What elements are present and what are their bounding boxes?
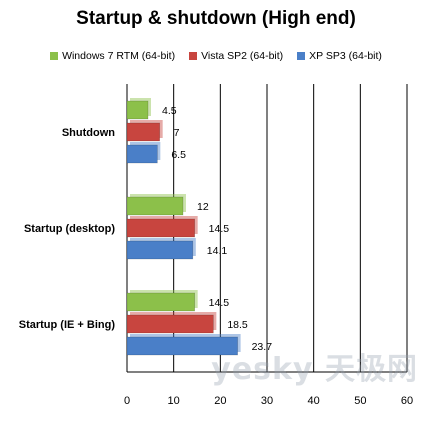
legend-swatch xyxy=(297,52,306,60)
bar xyxy=(126,196,184,216)
legend-item: XP SP3 (64-bit) xyxy=(297,50,382,62)
x-tick-label: 30 xyxy=(261,395,273,407)
bar xyxy=(126,336,238,356)
category-label: Shutdown xyxy=(62,127,115,139)
bar xyxy=(126,144,158,164)
data-label: 14.5 xyxy=(209,223,230,235)
bar xyxy=(126,122,160,142)
data-label: 14.5 xyxy=(209,297,230,309)
data-label: 23.7 xyxy=(252,341,273,353)
category-label: Startup (IE + Bing) xyxy=(19,319,116,331)
legend-item: Vista SP2 (64-bit) xyxy=(189,50,283,62)
bar xyxy=(126,314,214,334)
x-tick-label: 10 xyxy=(168,395,180,407)
legend-swatch xyxy=(189,52,198,60)
x-tick-label: 60 xyxy=(401,395,413,407)
data-label: 12 xyxy=(197,201,209,213)
x-tick-label: 50 xyxy=(354,395,366,407)
bar xyxy=(126,100,149,120)
legend-label: Vista SP2 (64-bit) xyxy=(201,50,284,62)
data-label: 14.1 xyxy=(207,245,228,257)
x-tick-label: 20 xyxy=(214,395,226,407)
bar xyxy=(126,240,194,260)
data-label: 4.5 xyxy=(162,105,177,117)
x-tick-label: 40 xyxy=(308,395,320,407)
chart-title: Startup & shutdown (High end) xyxy=(76,8,356,29)
legend-swatch xyxy=(50,52,59,60)
legend: Windows 7 RTM (64-bit) Vista SP2 (64-bit)… xyxy=(0,50,432,62)
legend-label: XP SP3 (64-bit) xyxy=(309,50,382,62)
x-tick-label: 0 xyxy=(124,395,130,407)
data-label: 7 xyxy=(174,127,180,139)
watermark: yesky 天极网 xyxy=(211,352,418,387)
bar xyxy=(126,292,195,312)
data-label: 18.5 xyxy=(227,319,248,331)
bar xyxy=(126,218,195,238)
legend-label: Windows 7 RTM (64-bit) xyxy=(62,50,176,62)
data-label: 6.5 xyxy=(171,149,186,161)
legend-item: Windows 7 RTM (64-bit) xyxy=(50,50,175,62)
category-label: Startup (desktop) xyxy=(24,223,115,235)
